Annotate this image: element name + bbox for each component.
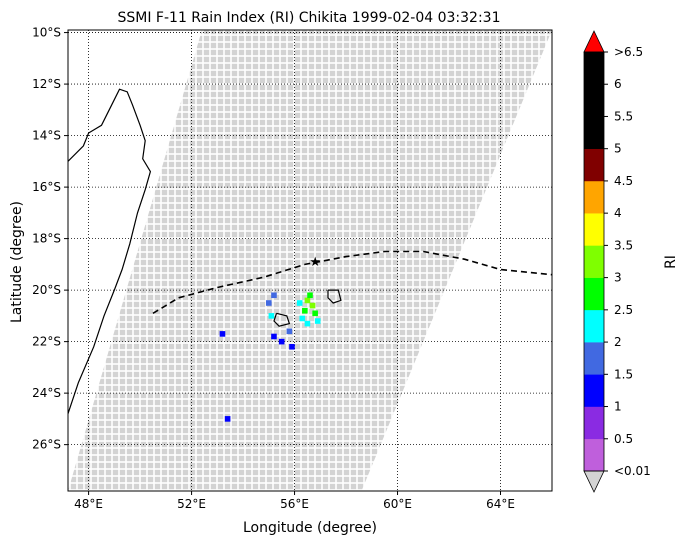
y-tick-label: 20°S — [32, 283, 61, 297]
x-tick-label: 48°E — [74, 497, 103, 511]
colorbar-tick-label: 6 — [614, 77, 622, 91]
y-axis-label: Latitude (degree) — [9, 201, 25, 323]
map-frame — [67, 29, 553, 492]
storm-track — [152, 250, 552, 314]
coastline — [327, 289, 342, 304]
colorbar: <0.01 0.5 1 1.5 2 2.5 3 3.5 4 4.5 5 5.5 6 >6.5 — [583, 30, 651, 493]
colorbar-under-arrow — [583, 470, 605, 493]
colorbar-tick-label: 0.5 — [614, 432, 633, 446]
rain-cell — [286, 328, 293, 335]
colorbar-tick-label: 3 — [614, 271, 622, 285]
colorbar-tick-label: 4 — [614, 206, 622, 220]
y-tick-label: 24°S — [32, 386, 61, 400]
colorbar-tick-label: 4.5 — [614, 174, 633, 188]
colorbar-label: RI — [663, 255, 679, 269]
colorbar-segment — [584, 116, 604, 149]
y-tick-label: 26°S — [32, 438, 61, 452]
y-tick-label: 12°S — [32, 77, 61, 91]
coastline — [273, 312, 291, 327]
colorbar-segment — [584, 309, 604, 343]
colorbar-tick-label: 5.5 — [614, 109, 633, 123]
rain-cell — [299, 315, 306, 322]
rain-cell — [304, 320, 311, 327]
coastline — [68, 88, 152, 414]
colorbar-segment — [584, 277, 604, 311]
y-tick-label: 22°S — [32, 335, 61, 349]
coastlines — [68, 88, 342, 414]
colorbar-frame — [583, 51, 605, 472]
x-axis-label: Longitude (degree) — [243, 520, 377, 536]
storm-track-line — [152, 250, 552, 314]
colorbar-segment — [584, 180, 604, 214]
colorbar-tick-label: 2 — [614, 335, 622, 349]
rain-cell — [219, 331, 226, 337]
rain-cell — [268, 313, 275, 319]
rain-cell — [271, 333, 277, 340]
rain-cell — [271, 292, 277, 299]
colorbar-segment — [584, 52, 604, 85]
colorbar-tick-label: >6.5 — [614, 45, 643, 59]
rain-cell — [302, 307, 308, 314]
rain-cell — [278, 338, 285, 345]
lat-lon-gridlines — [68, 30, 552, 491]
rain-cell — [314, 318, 321, 324]
rain-cell — [304, 297, 311, 304]
y-tick-label: 14°S — [32, 129, 61, 143]
chart-title: SSMI F-11 Rain Index (RI) Chikita 1999-0… — [118, 10, 501, 26]
rain-cell — [296, 300, 303, 306]
colorbar-tick-label: 1.5 — [614, 367, 633, 381]
x-tick-label: 60°E — [383, 497, 412, 511]
colorbar-tick-label: 1 — [614, 400, 622, 414]
y-tick-label: 16°S — [32, 180, 61, 194]
rain-cell — [309, 302, 316, 309]
satellite-swath — [68, 30, 552, 491]
colorbar-segment — [584, 84, 604, 117]
colorbar-segment — [584, 148, 604, 182]
colorbar-tick-label: 3.5 — [614, 238, 633, 252]
colorbar-tick-label: 5 — [614, 142, 622, 156]
colorbar-segment — [584, 342, 604, 375]
x-tick-label: 52°E — [177, 497, 206, 511]
y-tick-label: 10°S — [32, 26, 61, 40]
rain-cell — [224, 416, 231, 422]
colorbar-segment — [584, 438, 604, 472]
y-axis-ticks: 10°S 12°S 14°S 16°S 18°S 20°S 22°S 24°S 26°S — [32, 26, 68, 452]
rain-cell — [289, 343, 295, 350]
swath-area — [68, 30, 552, 491]
colorbar-segment — [584, 406, 604, 440]
rain-cell — [266, 300, 272, 306]
x-tick-label: 64°E — [486, 497, 515, 511]
rain-cell — [312, 310, 318, 317]
colorbar-tick-label: <0.01 — [614, 464, 651, 478]
x-tick-label: 56°E — [280, 497, 309, 511]
colorbar-over-arrow — [583, 30, 605, 53]
rain-cell — [307, 292, 313, 299]
colorbar-segment — [584, 245, 604, 278]
x-axis-ticks: 48°E 52°E 56°E 60°E 64°E — [74, 491, 515, 511]
colorbar-tick-label: 2.5 — [614, 303, 633, 317]
colorbar-segment — [584, 213, 604, 246]
colorbar-segment — [584, 374, 604, 407]
y-tick-label: 18°S — [32, 232, 61, 246]
